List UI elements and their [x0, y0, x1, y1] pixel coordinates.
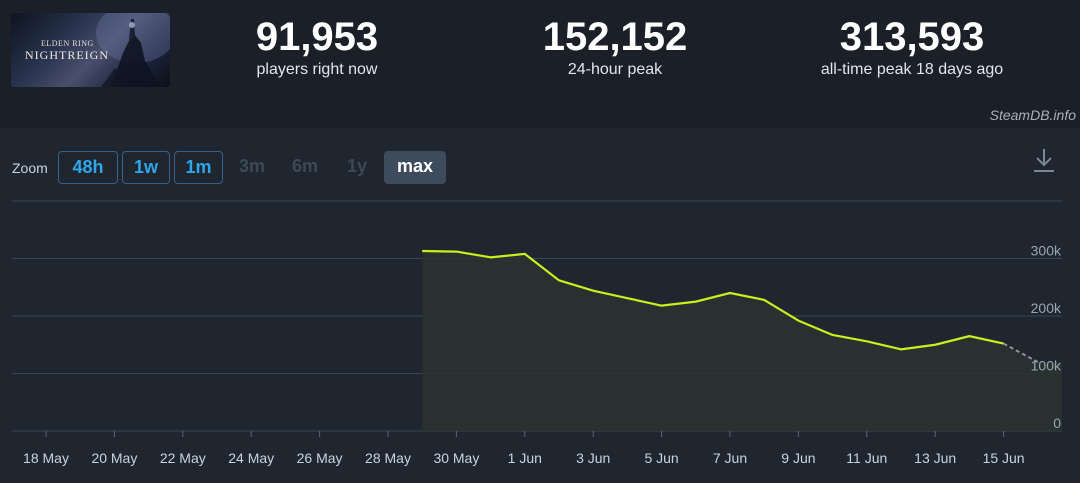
x-tick-label: 20 May — [91, 450, 137, 466]
zoom-1w-button[interactable]: 1w — [122, 151, 170, 184]
y-axis-labels: 300k 200k 100k 0 — [1031, 243, 1062, 432]
series-line — [422, 249, 1004, 351]
knight-illustration — [96, 13, 170, 87]
chart-area-fill — [422, 251, 1062, 431]
x-tick-label: 15 Jun — [983, 450, 1025, 466]
x-tick-label: 7 Jun — [713, 450, 747, 466]
stat-value: 152,152 — [542, 15, 688, 59]
x-tick-label: 22 May — [160, 450, 206, 466]
x-tick-label: 11 Jun — [846, 450, 887, 466]
x-tick-label: 3 Jun — [576, 450, 610, 466]
zoom-48h-button[interactable]: 48h — [58, 151, 118, 184]
stat-value: 313,593 — [839, 15, 985, 59]
chart-series-line — [422, 249, 1039, 363]
game-logo-line1: ELDEN RING — [41, 39, 94, 48]
zoom-label: Zoom — [12, 160, 48, 176]
zoom-6m-button: 6m — [291, 156, 318, 176]
x-tick-label: 24 May — [228, 450, 274, 466]
y-tick-label: 200k — [1031, 300, 1062, 316]
stat-current-players: 91,953 players right now — [217, 14, 417, 80]
steamdb-credit[interactable]: SteamDB.info — [989, 107, 1076, 123]
game-cover-image[interactable]: ELDEN RING NIGHTREIGN — [11, 13, 170, 87]
x-tick-label: 26 May — [297, 450, 343, 466]
game-logo-line2: NIGHTREIGN — [25, 48, 109, 62]
x-tick-label: 5 Jun — [644, 450, 678, 466]
zoom-3m-button: 3m — [238, 156, 265, 176]
y-tick-label: 300k — [1031, 243, 1062, 259]
zoom-max-button[interactable]: max — [384, 151, 446, 184]
stats-header: ELDEN RING NIGHTREIGN 91,953 players rig… — [0, 0, 1080, 104]
stat-value: 91,953 — [255, 15, 379, 59]
area-fill — [422, 251, 1062, 431]
x-tick-label: 30 May — [433, 450, 479, 466]
x-tick-label: 18 May — [23, 450, 69, 466]
x-axis-labels: 18 May 20 May 22 May 24 May 26 May 28 May 30 M… — [23, 431, 1025, 466]
x-tick-label: 13 Jun — [914, 450, 956, 466]
y-tick-label: 100k — [1031, 358, 1062, 374]
y-tick-label: 0 — [1053, 415, 1061, 431]
zoom-1y-button: 1y — [346, 156, 368, 176]
zoom-1m-button[interactable]: 1m — [174, 151, 223, 184]
stat-all-time-peak: 313,593 all-time peak 18 days ago — [792, 14, 1032, 80]
download-icon[interactable] — [1032, 146, 1056, 174]
stat-label[interactable]: all-time peak 18 days ago — [820, 61, 1004, 78]
stat-label: 24-hour peak — [567, 61, 663, 78]
x-tick-label: 9 Jun — [781, 450, 815, 466]
stat-label: players right now — [256, 61, 378, 78]
x-tick-label: 28 May — [365, 450, 411, 466]
x-tick-label: 1 Jun — [508, 450, 542, 466]
stat-24h-peak: 152,152 24-hour peak — [515, 14, 715, 80]
